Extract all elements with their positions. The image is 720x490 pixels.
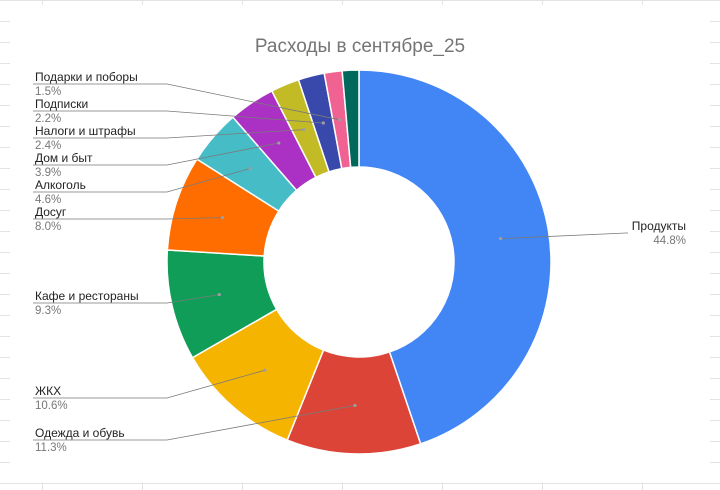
slice-percent-подписки: 2.2%	[35, 113, 61, 125]
leader-dot-подарки-и-поборы	[338, 118, 342, 122]
slice-percent-дом-и-быт: 3.9%	[35, 167, 61, 179]
leader-dot-жкх	[263, 368, 267, 372]
chart-title: Расходы в сентябре_25	[255, 36, 465, 57]
slice-percent-кафе-и-рестораны: 9.3%	[35, 305, 61, 317]
leader-dot-дом-и-быт	[277, 141, 281, 145]
slice-percent-одежда-и-обувь: 11.3%	[35, 442, 67, 454]
slice-percent-алкоголь: 4.6%	[35, 194, 61, 206]
leader-line-одежда-и-обувь	[33, 405, 356, 441]
slice-label-жкх: ЖКХ	[35, 384, 61, 398]
slice-percent-подарки-и-поборы: 1.5%	[35, 86, 61, 98]
chart-container[interactable]: Расходы в сентябре_25 Продукты 44.8% Одежд…	[10, 5, 710, 482]
slice-label-одежда-и-обувь: Одежда и обувь	[35, 426, 125, 440]
slice-label-кафе-и-рестораны: Кафе и рестораны	[35, 289, 139, 303]
leader-line-подарки-и-поборы	[33, 83, 340, 121]
leader-dot-налоги-и-штрафы	[302, 127, 306, 132]
slice-label-досуг: Досуг	[35, 205, 67, 219]
leader-line-алкоголь	[33, 168, 251, 193]
leader-dot-алкоголь	[248, 166, 252, 171]
leader-line-продукты	[500, 232, 628, 240]
slice-percent-жкх: 10.6%	[35, 400, 68, 412]
labels-layer: Продукты 44.8% Одежда и обувь 11.3% ЖКХ 10.6%…	[35, 70, 686, 454]
leader-dot-кафе-и-рестораны	[217, 293, 221, 297]
slice-percent-продукты: 44.8%	[653, 235, 686, 247]
leader-line-кафе-и-рестораны	[33, 294, 220, 304]
leader-line-жкх	[33, 369, 265, 399]
slice-label-продукты: Продукты	[632, 219, 686, 233]
slice-label-подарки-и-поборы: Подарки и поборы	[35, 70, 138, 84]
leader-line-досуг	[33, 217, 223, 220]
slice-label-налоги-и-штрафы: Налоги и штрафы	[35, 124, 136, 138]
slice-label-подписки: Подписки	[35, 97, 88, 111]
leader-line-подписки	[33, 110, 324, 124]
slice-percent-досуг: 8.0%	[35, 221, 61, 233]
leader-dot-продукты	[498, 237, 503, 241]
slice-percent-налоги-и-штрафы: 2.4%	[35, 140, 61, 152]
slice-label-дом-и-быт: Дом и быт	[35, 151, 93, 165]
leader-lines-layer	[33, 83, 628, 441]
slice-label-алкоголь: Алкоголь	[35, 178, 86, 192]
donut-chart: Расходы в сентябре_25 Продукты 44.8% Одежд…	[33, 36, 686, 455]
leader-dot-одежда-и-обувь	[353, 403, 357, 408]
leader-line-налоги-и-штрафы	[33, 129, 304, 139]
slice-продукты[interactable]	[358, 69, 552, 445]
leader-dot-подписки	[321, 121, 325, 125]
slices-layer	[166, 69, 552, 455]
leader-line-дом-и-быт	[33, 142, 279, 166]
slice-unlabeled-10[interactable]	[341, 69, 360, 169]
leader-dot-досуг	[220, 216, 225, 220]
